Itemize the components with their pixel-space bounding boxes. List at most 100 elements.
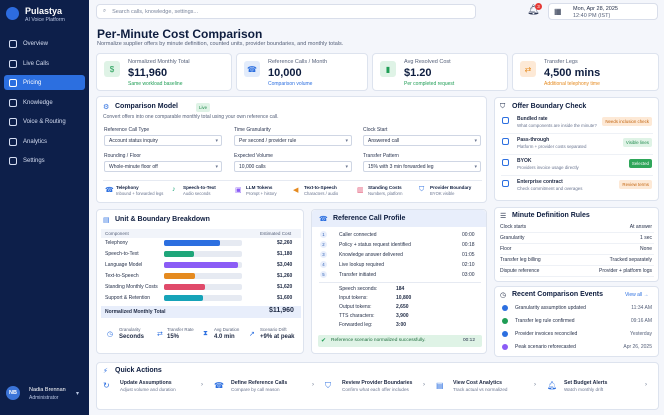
component-name: Text-to-Speech — [105, 273, 139, 279]
cost-bar — [164, 284, 205, 290]
cost-value: $3,040 — [277, 262, 293, 268]
component-name: Speech-to-Text — [105, 251, 139, 257]
grid-icon — [9, 39, 17, 48]
phone-icon: ☎ — [244, 61, 260, 77]
cost-value: $1,600 — [277, 295, 293, 301]
offer-badge[interactable]: Selected — [628, 159, 652, 168]
page-title: Per-Minute Cost Comparison — [97, 27, 263, 41]
panel-title: Comparison Model — [115, 103, 179, 110]
metric-label: Output tokens: — [339, 304, 372, 310]
sidebar-item-live-calls[interactable]: Live Calls — [4, 56, 85, 71]
bars-icon: ▤ — [103, 217, 110, 224]
step-label: Knowledge answer delivered — [339, 252, 403, 258]
metric-value: 3:00 — [396, 322, 407, 328]
offer-badge[interactable]: Visible lines — [622, 138, 652, 147]
bell-icon[interactable]: 🔔︎ — [527, 5, 540, 16]
app-subtitle: AI Voice Platform — [25, 17, 65, 23]
sidebar: Pulastya AI Voice Platform Overview Live… — [0, 0, 89, 415]
book-icon — [9, 98, 17, 107]
total-value: $11,960 — [269, 307, 294, 314]
time-granularity-select[interactable]: Per second / provider rule — [234, 135, 352, 146]
metric-value: 3,900 — [396, 313, 409, 319]
event-dot-icon — [502, 344, 508, 350]
transfer-pattern-select[interactable]: 15% with 3 min forwarded leg — [363, 161, 481, 172]
search-input[interactable]: ⌕ Search calls, knowledge, settings... — [96, 4, 476, 19]
sidebar-item-voice-routing[interactable]: Voice & Routing — [4, 114, 85, 129]
step-number: 2 — [320, 241, 327, 248]
component-name: Telephony — [105, 240, 128, 246]
offer-badge[interactable]: Needs inclusion check — [602, 117, 652, 126]
chevron-down-icon[interactable]: ▾ — [76, 391, 80, 397]
sidebar-item-knowledge[interactable]: Knowledge — [4, 95, 85, 110]
chart-icon: ▤ — [436, 381, 444, 390]
event-label: Transfer leg rule confirmed — [515, 318, 575, 324]
rule-key: Dispute reference — [500, 268, 540, 274]
bell-icon: 🔔︎ — [547, 381, 558, 390]
panel-title: Minute Definition Rules — [512, 212, 590, 219]
gear-icon — [9, 156, 17, 165]
rounding-floor-select[interactable]: Whole-minute floor off — [104, 161, 222, 172]
rule-key: Granularity — [500, 235, 525, 241]
shield-icon: ⛉ — [419, 186, 425, 193]
quick-action-button[interactable]: ⛉ Review Provider Boundaries Confirm what … — [325, 380, 425, 392]
rule-key: Clock starts — [500, 224, 527, 230]
reference-call-type-select[interactable]: Account status inquiry — [104, 135, 222, 146]
sidebar-item-overview[interactable]: Overview — [4, 36, 85, 51]
event-dot-icon — [502, 318, 508, 324]
speaker-icon: ◀ — [293, 187, 299, 194]
panel-title: Unit & Boundary Breakdown — [115, 216, 210, 223]
step-time: 00:18 — [462, 242, 475, 248]
page-subtitle: Normalize supplier offers by minute defi… — [97, 41, 344, 47]
kpi-card: ▮ Avg Resolved Cost $1.20 Per completed … — [372, 53, 508, 91]
step-time: 01:05 — [462, 252, 475, 258]
chip-icon: ▣ — [235, 187, 242, 194]
step-number: 4 — [320, 261, 327, 268]
event-dot-icon — [502, 305, 508, 311]
user-name: Nadia Brennan — [29, 387, 66, 393]
building-icon: ▥ — [357, 187, 364, 194]
total-label: Normalized Monthly Total — [105, 309, 166, 315]
offer-boundary-panel: ⛉ Offer Boundary Check Bundled rate What … — [494, 97, 659, 201]
cost-value: $1,260 — [277, 273, 293, 279]
offer-sub: Platform + provider costs separated — [517, 144, 587, 149]
cost-bar — [164, 251, 194, 257]
panel-title: Quick Actions — [115, 367, 162, 374]
quick-action-button[interactable]: ↻ Update Assumptions Adjust volume and dur… — [103, 380, 203, 392]
transfer-icon: ⇄ — [157, 331, 163, 338]
microphone-icon: ♪ — [172, 186, 176, 193]
comparison-model-panel: ⚙ Comparison Model Live Convert offers i… — [96, 96, 487, 203]
offer-badge[interactable]: Review terms — [619, 180, 652, 189]
bar-track — [164, 295, 242, 301]
chart-icon — [9, 137, 17, 146]
date-picker[interactable]: ▦ Mon, Apr 28, 2025 12:40 PM (IST) — [548, 3, 658, 20]
chevron-right-icon: › — [201, 382, 203, 388]
tag-icon — [9, 78, 17, 87]
sidebar-item-pricing[interactable]: Pricing — [4, 75, 85, 90]
quick-action-button[interactable]: ▤ View Cost Analytics Track actual vs norm… — [436, 380, 536, 392]
clock-start-select[interactable]: Answered call — [363, 135, 481, 146]
rule-key: Transfer leg billing — [500, 257, 541, 263]
step-number: 5 — [320, 271, 327, 278]
step-label: Policy + status request identified — [339, 242, 411, 248]
quick-action-button[interactable]: ☎ Define Reference Calls Compare by call r… — [214, 380, 314, 392]
logo-icon — [6, 7, 19, 20]
view-all-link[interactable]: View all → — [625, 292, 649, 298]
cost-value: $1,620 — [277, 284, 293, 290]
component-name: Standing Monthly Costs — [105, 284, 158, 290]
sidebar-item-settings[interactable]: Settings — [4, 153, 85, 168]
rule-key: Floor — [500, 246, 512, 252]
offer-title: Bundled rate — [517, 116, 548, 122]
step-time: 02:10 — [462, 262, 475, 268]
clock-icon: ◷ — [107, 331, 114, 338]
event-label: Provider invoices reconciled — [515, 331, 578, 337]
avatar[interactable]: NB — [6, 386, 20, 400]
quick-action-button[interactable]: 🔔︎ Set Budget Alerts Watch monthly drift › — [547, 380, 647, 392]
sidebar-item-analytics[interactable]: Analytics — [4, 134, 85, 149]
offer-sub: Providers invoice usage directly — [517, 165, 579, 170]
metric-value: 2,650 — [396, 304, 409, 310]
phone-icon: ☎ — [105, 187, 114, 194]
expected-volume-select[interactable]: 10,000 calls — [234, 161, 352, 172]
breakdown-panel: ▤ Unit & Boundary Breakdown Component Es… — [96, 209, 304, 354]
minute-rules-panel: ☰ Minute Definition Rules Clock starts At… — [494, 207, 659, 282]
bar-chart-icon: ▮ — [380, 61, 396, 77]
